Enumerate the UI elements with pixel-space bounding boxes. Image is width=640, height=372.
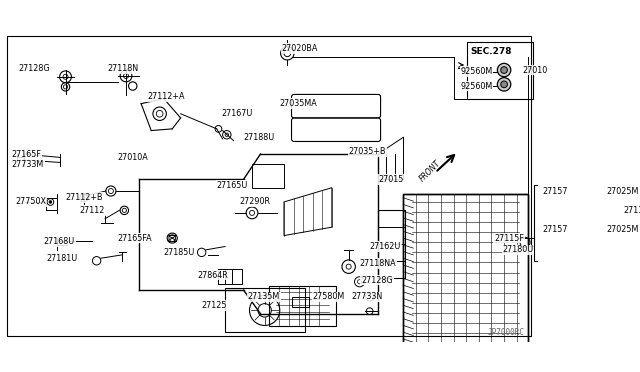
Text: 92560M: 92560M	[460, 67, 493, 76]
Bar	[252, 164, 284, 188]
Text: 27188U: 27188U	[244, 133, 275, 142]
Bar	[269, 286, 336, 326]
Text: 27035+B: 27035+B	[349, 147, 386, 156]
Text: 27864R: 27864R	[197, 270, 228, 279]
Text: 27165F: 27165F	[12, 150, 42, 158]
Text: 27115: 27115	[623, 206, 640, 215]
Text: 27180U: 27180U	[502, 246, 534, 254]
Bar	[403, 193, 527, 343]
Text: 27750X: 27750X	[15, 198, 46, 206]
Text: 27010: 27010	[523, 65, 548, 74]
Text: 27165U: 27165U	[217, 181, 248, 190]
Bar	[467, 42, 532, 99]
Text: 27112+A: 27112+A	[147, 93, 184, 102]
Circle shape	[497, 78, 511, 91]
Text: 27733N: 27733N	[351, 292, 383, 301]
Text: 27010A: 27010A	[118, 153, 148, 162]
Bar	[586, 225, 605, 240]
Text: 27168U: 27168U	[44, 237, 75, 246]
Text: 27125: 27125	[202, 301, 227, 310]
Text: 27290R: 27290R	[239, 198, 271, 206]
Circle shape	[500, 67, 508, 73]
Text: 27020BA: 27020BA	[282, 44, 318, 53]
Text: 27157: 27157	[542, 225, 568, 234]
Text: 27118NA: 27118NA	[360, 259, 396, 268]
Bar	[403, 193, 527, 343]
Text: 27157: 27157	[542, 186, 568, 196]
Text: 27181U: 27181U	[46, 254, 77, 263]
Bar	[378, 210, 405, 278]
Text: 27118N: 27118N	[108, 64, 139, 73]
Text: 27135M: 27135M	[248, 292, 280, 301]
Bar	[225, 289, 305, 332]
Circle shape	[497, 63, 511, 77]
Text: 27580M: 27580M	[312, 292, 345, 301]
Bar	[534, 185, 628, 261]
Bar	[292, 297, 309, 307]
Circle shape	[49, 201, 52, 203]
Text: 27128G: 27128G	[19, 64, 50, 73]
Bar	[218, 269, 242, 284]
Text: 27128G: 27128G	[361, 276, 393, 285]
Text: 27025M: 27025M	[607, 225, 639, 234]
Text: FRONT: FRONT	[418, 158, 442, 183]
Bar	[586, 191, 605, 206]
Text: SEC.278: SEC.278	[470, 46, 512, 55]
Text: 27165FA: 27165FA	[118, 234, 152, 243]
Text: JP7000RC: JP7000RC	[488, 328, 525, 337]
Text: 92560M: 92560M	[460, 81, 493, 90]
Text: 27733M: 27733M	[12, 160, 44, 169]
Text: 27025M: 27025M	[607, 186, 639, 196]
Text: 27015: 27015	[378, 175, 403, 184]
Circle shape	[500, 81, 508, 88]
Text: 27112+B: 27112+B	[65, 193, 103, 202]
Text: 27115F: 27115F	[494, 234, 524, 243]
Text: 27162U: 27162U	[370, 242, 401, 251]
Text: 27112: 27112	[80, 206, 105, 215]
Text: 27167U: 27167U	[222, 109, 253, 118]
Text: 27185U: 27185U	[164, 248, 195, 257]
Text: 27035MA: 27035MA	[279, 99, 317, 108]
